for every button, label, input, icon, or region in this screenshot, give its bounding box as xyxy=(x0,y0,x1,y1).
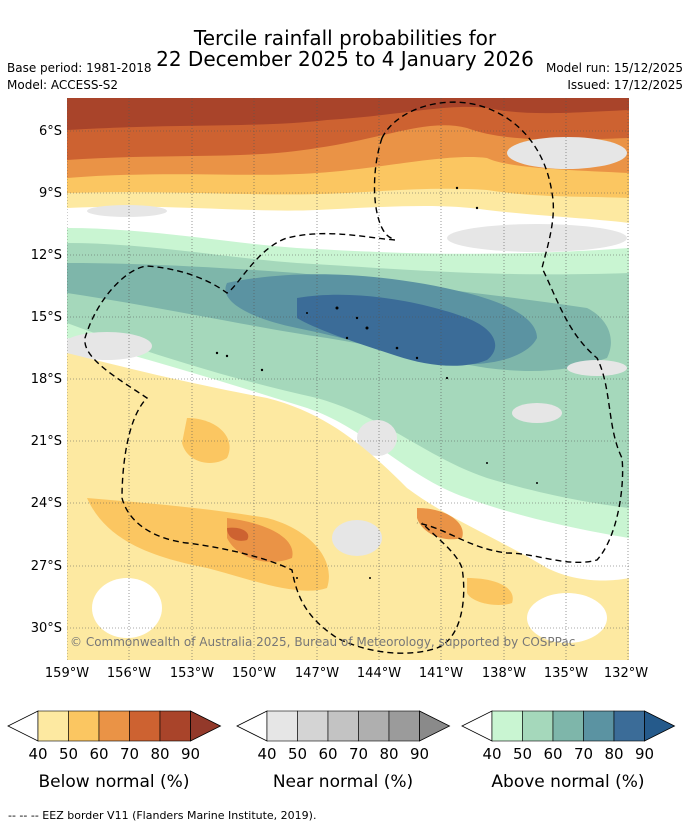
lon-label-147w: 147°W xyxy=(294,666,340,681)
lon-label-150w: 150°W xyxy=(231,666,277,681)
colorbars xyxy=(7,710,676,742)
near-colorbar-segment-1 xyxy=(266,710,298,742)
no-dominant-patch-se xyxy=(527,593,607,643)
colorbar-near-normal xyxy=(236,710,451,742)
near-normal-title: Near normal (%) xyxy=(272,772,414,792)
near-normal-patch-w1 xyxy=(67,332,152,360)
above-colorbar-low-extend xyxy=(461,710,493,742)
map-canvas: © Commonwealth of Australia 2025, Bureau… xyxy=(67,98,629,660)
near-normal-patch-e xyxy=(512,403,562,423)
near-colorbar-tick-50: 50 xyxy=(287,745,308,763)
eez-footer-note: -- -- -- EEZ border V11 (Flanders Marine… xyxy=(8,809,317,822)
islands xyxy=(215,186,538,579)
lat-label-30s: 30°S xyxy=(30,621,62,636)
below-colorbar-tick-90: 90 xyxy=(180,745,201,763)
above-colorbar-segment-2 xyxy=(522,710,554,742)
rainfall-probability-map: © Commonwealth of Australia 2025, Bureau… xyxy=(67,98,629,660)
lat-label-9s: 9°S xyxy=(38,186,62,201)
below-normal-south-50c xyxy=(467,578,513,605)
below-colorbar-tick-80: 80 xyxy=(150,745,170,763)
above-colorbar-tick-40: 40 xyxy=(482,745,502,763)
lat-label-27s: 27°S xyxy=(30,559,62,574)
colorbar-below-normal xyxy=(7,710,222,742)
below-normal-title: Below normal (%) xyxy=(38,772,190,792)
lon-gridlines xyxy=(67,98,629,660)
base-period: Base period: 1981-2018 xyxy=(7,61,152,75)
near-colorbar-high-extend xyxy=(419,710,451,742)
below-colorbar-tick-70: 70 xyxy=(119,745,140,763)
below-colorbar-tick-50: 50 xyxy=(58,745,79,763)
lon-label-156w: 156°W xyxy=(106,666,152,681)
near-colorbar-segment-3 xyxy=(327,710,359,742)
below-normal-south-50b xyxy=(182,418,230,463)
below-colorbar-low-extend xyxy=(7,710,39,742)
below-colorbar-high-extend xyxy=(190,710,222,742)
above-colorbar-segment-1 xyxy=(491,710,523,742)
map-title-line-1: Tercile rainfall probabilities for xyxy=(193,26,497,50)
near-normal-patch-e2 xyxy=(567,360,627,376)
model-run-date: Model run: 15/12/2025 xyxy=(545,61,683,75)
lat-label-24s: 24°S xyxy=(30,496,62,511)
lat-gridlines xyxy=(67,130,629,629)
lon-label-141w: 141°W xyxy=(418,666,464,681)
above-normal-80 xyxy=(297,294,496,366)
below-colorbar-tick-60: 60 xyxy=(89,745,109,763)
below-colorbar-segment-2 xyxy=(68,710,100,742)
no-dominant-patch-sw xyxy=(92,578,162,638)
near-normal-patch-c xyxy=(357,420,397,456)
above-colorbar-tick-70: 70 xyxy=(573,745,594,763)
below-normal-south-60b xyxy=(417,508,463,540)
below-normal-south-60 xyxy=(227,518,293,562)
lon-label-159w: 159°W xyxy=(44,666,90,681)
below-colorbar-segment-5 xyxy=(159,710,191,742)
lon-label-144w: 144°W xyxy=(356,666,402,681)
above-normal-title: Above normal (%) xyxy=(491,772,645,792)
issued-date: Issued: 17/12/2025 xyxy=(567,78,683,92)
below-colorbar-segment-3 xyxy=(98,710,130,742)
below-normal-south-50 xyxy=(87,498,329,591)
near-colorbar-low-extend xyxy=(236,710,268,742)
model-name: Model: ACCESS-S2 xyxy=(7,78,119,92)
lon-label-138w: 138°W xyxy=(481,666,527,681)
above-colorbar-segment-3 xyxy=(552,710,584,742)
near-normal-patch-s xyxy=(332,520,382,556)
lat-label-15s: 15°S xyxy=(30,310,62,325)
lon-label-132w: 132°W xyxy=(603,666,649,681)
near-colorbar-tick-80: 80 xyxy=(379,745,399,763)
lat-label-18s: 18°S xyxy=(30,372,62,387)
above-colorbar-high-extend xyxy=(644,710,676,742)
lon-label-153w: 153°W xyxy=(169,666,215,681)
below-normal-north-80 xyxy=(67,98,629,130)
below-colorbar-segment-4 xyxy=(129,710,161,742)
near-colorbar-tick-60: 60 xyxy=(318,745,338,763)
near-colorbar-tick-70: 70 xyxy=(348,745,369,763)
map-title-line-2: 22 December 2025 to 4 January 2026 xyxy=(156,47,534,71)
above-colorbar-tick-90: 90 xyxy=(634,745,655,763)
above-colorbar-tick-50: 50 xyxy=(512,745,533,763)
eez-border xyxy=(84,101,624,654)
copyright-text: © Commonwealth of Australia 2025, Bureau… xyxy=(70,635,575,649)
near-colorbar-tick-90: 90 xyxy=(409,745,430,763)
near-normal-patch-band xyxy=(447,224,627,252)
lon-label-135w: 135°W xyxy=(543,666,589,681)
near-colorbar-segment-5 xyxy=(388,710,420,742)
near-colorbar-tick-40: 40 xyxy=(257,745,277,763)
near-normal-patch-ne xyxy=(507,137,627,169)
colorbar-above-normal xyxy=(461,710,676,742)
near-colorbar-segment-2 xyxy=(297,710,329,742)
near-normal-patch-nw xyxy=(87,205,167,217)
below-normal-south-70 xyxy=(227,527,249,541)
lat-label-12s: 12°S xyxy=(30,248,62,263)
above-colorbar-tick-60: 60 xyxy=(543,745,563,763)
near-colorbar-segment-4 xyxy=(358,710,390,742)
lat-label-21s: 21°S xyxy=(30,434,62,449)
above-colorbar-segment-5 xyxy=(613,710,645,742)
below-colorbar-tick-40: 40 xyxy=(28,745,48,763)
lat-label-6s: 6°S xyxy=(38,124,62,139)
above-colorbar-segment-4 xyxy=(583,710,615,742)
above-colorbar-tick-80: 80 xyxy=(604,745,624,763)
below-colorbar-segment-1 xyxy=(37,710,69,742)
